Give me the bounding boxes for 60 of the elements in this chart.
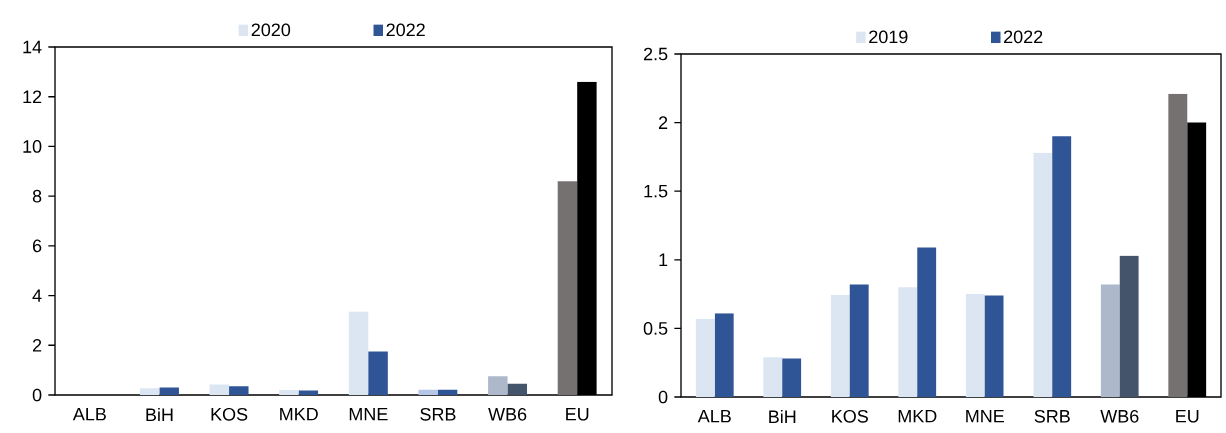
bar (1100, 284, 1120, 397)
bar (368, 351, 388, 395)
x-tick-label: WB6 (488, 407, 527, 421)
y-tick-label: 8 (32, 189, 42, 203)
bar (898, 287, 918, 397)
y-tick-label: 0 (32, 388, 42, 402)
legend-label: 2022 (1004, 30, 1043, 44)
bar (1052, 136, 1072, 397)
bar (279, 390, 299, 395)
x-tick-label: SRB (1034, 409, 1070, 423)
y-tick-label: 1 (659, 253, 668, 266)
bar (1119, 255, 1139, 397)
y-tick-label: 2.5 (643, 47, 668, 61)
bar (557, 181, 578, 395)
bar (418, 389, 438, 395)
y-tick-label: 2 (658, 116, 668, 129)
bar (782, 358, 802, 397)
y-tick-label: 12 (23, 90, 42, 103)
bar (488, 376, 508, 395)
y-tick-label: 4 (32, 289, 42, 302)
x-tick-label: MKD (280, 407, 318, 421)
bar (1168, 93, 1188, 397)
bar (714, 313, 734, 397)
y-tick-label: 10 (23, 140, 42, 153)
bar (917, 247, 937, 397)
y-tick-label: 14 (23, 40, 42, 54)
x-tick-label: BiH (769, 409, 796, 423)
bar (984, 295, 1004, 397)
x-tick-label: KOS (832, 409, 868, 423)
bar (209, 384, 230, 395)
x-tick-label: ALB (72, 407, 106, 421)
bar (1033, 152, 1053, 397)
x-tick-label: MNE (349, 407, 388, 421)
bar (348, 311, 369, 395)
bar (695, 318, 715, 397)
y-tick-label: 1.5 (644, 184, 668, 198)
legend-label: 2019 (869, 30, 908, 44)
bar (159, 387, 179, 395)
y-tick-label: 2 (32, 339, 42, 352)
x-tick-label: MNE (966, 409, 1004, 423)
bar (507, 383, 528, 395)
legend-label: 2022 (386, 23, 425, 37)
x-tick-label: EU (566, 407, 589, 421)
y-tick-label: 6 (32, 239, 42, 253)
x-tick-label: BiH (146, 407, 173, 421)
y-tick-label: 0 (658, 390, 668, 404)
legend-label: 2020 (251, 23, 291, 37)
bar (139, 388, 160, 395)
x-tick-label: KOS (211, 407, 248, 421)
x-tick-label: SRB (420, 407, 456, 421)
x-tick-label: EU (1176, 409, 1199, 423)
bar (830, 294, 850, 397)
bar (229, 386, 249, 395)
x-tick-label: MKD (898, 409, 937, 423)
x-tick-label: WB6 (1100, 409, 1139, 423)
y-tick-label: 0.5 (643, 322, 668, 335)
bar (849, 284, 869, 397)
bar (763, 357, 783, 397)
bar (965, 294, 985, 397)
x-tick-label: ALB (697, 409, 731, 423)
